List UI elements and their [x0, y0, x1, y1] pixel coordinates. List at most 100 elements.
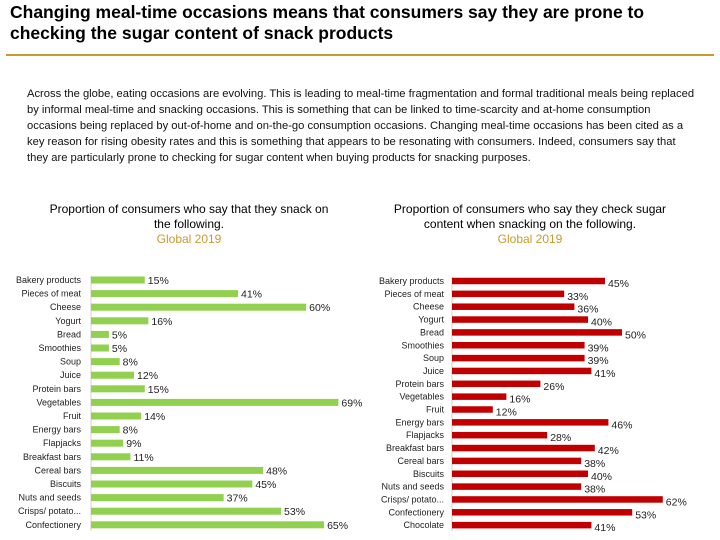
- value-label: 46%: [611, 419, 632, 431]
- value-label: 37%: [227, 493, 248, 505]
- value-label: 41%: [241, 289, 262, 301]
- bar: [452, 470, 588, 477]
- category-label: Breakfast bars: [386, 443, 445, 453]
- value-label: 41%: [594, 522, 615, 534]
- bar: [91, 276, 145, 284]
- category-label: Protein bars: [395, 379, 444, 389]
- bar: [452, 457, 582, 465]
- bar: [91, 480, 253, 488]
- value-label: 38%: [584, 458, 605, 470]
- category-label: Bakery products: [379, 276, 445, 286]
- category-label: Pieces of meat: [384, 289, 444, 299]
- value-label: 42%: [598, 445, 619, 457]
- category-label: Bakery products: [16, 275, 82, 285]
- value-label: 16%: [151, 316, 172, 328]
- title-divider: [6, 54, 714, 56]
- bar: [91, 466, 264, 474]
- right-chart-title-block: Proportion of consumers who say they che…: [375, 202, 685, 247]
- bar: [91, 317, 149, 325]
- bar: [91, 290, 239, 298]
- bar: [452, 342, 585, 349]
- bar: [452, 277, 605, 285]
- category-label: Smoothies: [38, 343, 81, 353]
- right-chart-title: Proportion of consumers who say they che…: [393, 202, 667, 231]
- value-label: 15%: [148, 384, 169, 396]
- category-label: Breakfast bars: [23, 452, 82, 462]
- bar: [452, 509, 633, 516]
- bar: [452, 316, 588, 323]
- bar: [452, 483, 582, 490]
- category-label: Biscuits: [413, 469, 445, 479]
- value-label: 39%: [588, 355, 609, 367]
- value-label: 40%: [591, 471, 612, 483]
- value-label: 8%: [123, 425, 138, 437]
- value-label: 5%: [112, 343, 127, 355]
- category-label: Yogurt: [418, 315, 444, 325]
- value-label: 28%: [550, 432, 571, 444]
- value-label: 26%: [543, 381, 564, 393]
- category-label: Flapjacks: [406, 430, 445, 440]
- value-label: 69%: [341, 397, 362, 409]
- bar: [91, 358, 120, 366]
- value-label: 14%: [144, 411, 165, 423]
- value-label: 41%: [594, 368, 615, 380]
- bar: [452, 406, 493, 413]
- value-label: 8%: [123, 357, 138, 369]
- bar: [452, 431, 548, 439]
- category-label: Cereal bars: [397, 456, 444, 466]
- category-label: Chocolate: [403, 520, 444, 530]
- category-label: Vegetables: [36, 397, 81, 407]
- category-label: Soup: [423, 353, 444, 363]
- left-chart-subtitle: Global 2019: [156, 232, 222, 246]
- value-label: 62%: [666, 496, 687, 508]
- bar: [91, 494, 224, 502]
- bar: [91, 439, 124, 447]
- page-title: Changing meal-time occasions means that …: [10, 2, 645, 43]
- category-label: Energy bars: [32, 425, 81, 435]
- value-label: 53%: [635, 509, 656, 521]
- category-label: Cheese: [50, 302, 81, 312]
- bar: [91, 398, 339, 406]
- bar: [91, 412, 142, 420]
- bar: [91, 385, 145, 393]
- category-label: Juice: [60, 370, 81, 380]
- bar: [91, 371, 135, 379]
- bar: [452, 521, 592, 529]
- left-chart-title-block: Proportion of consumers who say that the…: [44, 202, 334, 247]
- bar: [91, 303, 307, 311]
- category-label: Fruit: [63, 411, 81, 421]
- category-label: Confectionery: [388, 507, 444, 517]
- category-label: Yogurt: [55, 316, 81, 326]
- bar: [91, 426, 120, 434]
- category-label: Confectionery: [25, 520, 81, 530]
- bar: [452, 329, 622, 336]
- value-label: 9%: [126, 438, 141, 450]
- right-chart-subtitle: Global 2019: [497, 232, 563, 246]
- value-label: 65%: [327, 520, 348, 532]
- value-label: 53%: [284, 506, 305, 518]
- category-label: Pieces of meat: [21, 289, 81, 299]
- value-label: 15%: [148, 275, 169, 287]
- value-label: 36%: [577, 304, 598, 316]
- intro-paragraph: Across the globe, eating occasions are e…: [27, 88, 695, 164]
- category-label: Bread: [57, 329, 81, 339]
- category-label: Protein bars: [32, 384, 81, 394]
- value-label: 11%: [133, 452, 153, 464]
- bar: [452, 290, 565, 298]
- category-label: Cheese: [413, 302, 444, 312]
- bar: [452, 354, 585, 362]
- category-label: Biscuits: [50, 479, 82, 489]
- bar: [452, 496, 663, 503]
- category-label: Cereal bars: [34, 465, 81, 475]
- value-label: 16%: [509, 394, 530, 406]
- value-label: 38%: [584, 484, 605, 496]
- bar: [452, 367, 592, 375]
- category-label: Fruit: [426, 405, 444, 415]
- category-label: Nuts and seeds: [381, 482, 444, 492]
- bar: [452, 393, 507, 400]
- category-label: Soup: [60, 357, 81, 367]
- category-label: Energy bars: [395, 417, 444, 427]
- value-label: 45%: [255, 479, 276, 491]
